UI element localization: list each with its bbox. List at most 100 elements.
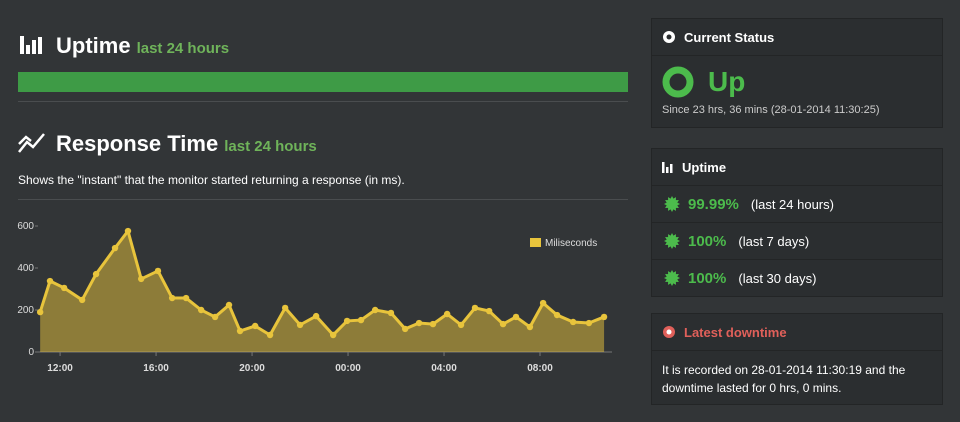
x-tick-label: 16:00 bbox=[143, 363, 169, 374]
divider bbox=[18, 101, 628, 102]
point bbox=[137, 275, 145, 283]
response-title: Response Time bbox=[56, 131, 219, 156]
ok-shape bbox=[664, 233, 680, 249]
x-tick-label: 00:00 bbox=[335, 363, 361, 374]
point bbox=[499, 320, 507, 328]
ok-icon bbox=[664, 196, 680, 212]
point bbox=[124, 227, 132, 235]
downtime-title: Latest downtime bbox=[684, 324, 787, 340]
line bbox=[38, 227, 605, 338]
point bbox=[46, 277, 54, 285]
ok-icon bbox=[664, 233, 680, 249]
point bbox=[357, 316, 365, 324]
point bbox=[343, 317, 351, 325]
point bbox=[401, 325, 409, 333]
ok-icon bbox=[664, 270, 680, 286]
point bbox=[526, 323, 534, 331]
uptime-heading: Uptime last 24 hours bbox=[56, 33, 229, 59]
point bbox=[78, 296, 86, 304]
bar-icon bbox=[662, 161, 673, 173]
line-icon bbox=[18, 133, 45, 153]
divider bbox=[18, 199, 628, 200]
point bbox=[512, 313, 520, 321]
uptime-card: Uptime 99.99% (last 24 hours) 100% (last 7 … bbox=[651, 148, 943, 297]
uptime-card-title: Uptime bbox=[682, 159, 727, 175]
point bbox=[182, 294, 190, 302]
point bbox=[154, 267, 162, 275]
y-tick-label: 0 bbox=[28, 347, 34, 358]
point bbox=[225, 301, 233, 309]
point bbox=[211, 313, 219, 321]
status-since: Since 23 hrs, 36 mins (28-01-2014 11:30:… bbox=[662, 104, 880, 116]
uptime-row: 99.99% (last 24 hours) bbox=[652, 186, 942, 223]
point bbox=[600, 313, 608, 321]
uptime-value: 100% bbox=[688, 232, 727, 250]
downtime-card: Latest downtime It is recorded on 28-01-… bbox=[651, 313, 943, 405]
bar-icon bbox=[20, 36, 42, 54]
point bbox=[281, 304, 289, 312]
x-tick-label: 20:00 bbox=[239, 363, 265, 374]
downtime-text: It is recorded on 28-01-2014 11:30:19 an… bbox=[662, 363, 906, 395]
uptime-period: (last 30 days) bbox=[738, 270, 817, 286]
x-tick-label: 04:00 bbox=[431, 363, 457, 374]
point bbox=[36, 308, 44, 316]
status-value: Up bbox=[708, 66, 746, 97]
response-period: last 24 hours bbox=[224, 138, 317, 155]
point bbox=[251, 322, 259, 330]
ok-shape bbox=[664, 270, 680, 286]
uptime-period: (last 7 days) bbox=[738, 233, 810, 249]
point bbox=[197, 306, 205, 314]
point bbox=[329, 331, 337, 339]
point bbox=[111, 244, 119, 252]
card-header: Latest downtime bbox=[652, 314, 942, 351]
point bbox=[168, 294, 176, 302]
point bbox=[92, 270, 100, 278]
status-icon bbox=[663, 31, 675, 43]
point bbox=[585, 319, 593, 327]
y-tick-label: 400 bbox=[17, 263, 34, 274]
status-title: Current Status bbox=[684, 29, 775, 45]
uptime-title: Uptime bbox=[56, 33, 131, 58]
uptime-value: 100% bbox=[688, 269, 727, 287]
point bbox=[266, 331, 274, 339]
point bbox=[539, 299, 547, 307]
point bbox=[569, 318, 577, 326]
point bbox=[429, 320, 437, 328]
x-tick-label: 08:00 bbox=[527, 363, 553, 374]
response-heading: Response Time last 24 hours bbox=[56, 131, 317, 157]
card-header: Uptime bbox=[652, 149, 942, 186]
y-tick-label: 200 bbox=[17, 305, 34, 316]
point bbox=[60, 284, 68, 292]
legend-label: Miliseconds bbox=[545, 238, 597, 249]
uptime-bar bbox=[18, 72, 628, 92]
point bbox=[415, 319, 423, 327]
uptime-value: 99.99% bbox=[688, 195, 739, 213]
response-chart: 0 200 400 600 12:00 16:00 20:00 00:00 04:00 08:00… bbox=[17, 221, 612, 374]
card-header: Current Status bbox=[652, 19, 942, 56]
point bbox=[553, 311, 561, 319]
downtime-icon bbox=[663, 326, 675, 338]
uptime-row: 100% (last 30 days) bbox=[652, 260, 942, 296]
uptime-row: 100% (last 7 days) bbox=[652, 223, 942, 260]
uptime-period: (last 24 hours) bbox=[750, 196, 834, 212]
response-description: Shows the "instant" that the monitor sta… bbox=[18, 173, 405, 187]
point bbox=[471, 304, 479, 312]
status-main: Up bbox=[652, 56, 942, 98]
point bbox=[371, 306, 379, 314]
uptime-period: last 24 hours bbox=[136, 40, 230, 57]
point bbox=[457, 321, 465, 329]
point bbox=[296, 321, 304, 329]
legend-swatch bbox=[530, 238, 541, 247]
point bbox=[312, 312, 320, 320]
x-tick-label: 12:00 bbox=[47, 363, 73, 374]
point bbox=[485, 307, 493, 315]
point bbox=[387, 309, 395, 317]
ok-shape bbox=[664, 196, 680, 212]
y-tick-label: 600 bbox=[17, 221, 34, 232]
point bbox=[236, 327, 244, 335]
point bbox=[443, 310, 451, 318]
status-card: Current Status Up Since 23 hrs, 36 mins … bbox=[651, 18, 943, 128]
up-icon bbox=[662, 66, 694, 98]
area bbox=[40, 231, 605, 352]
